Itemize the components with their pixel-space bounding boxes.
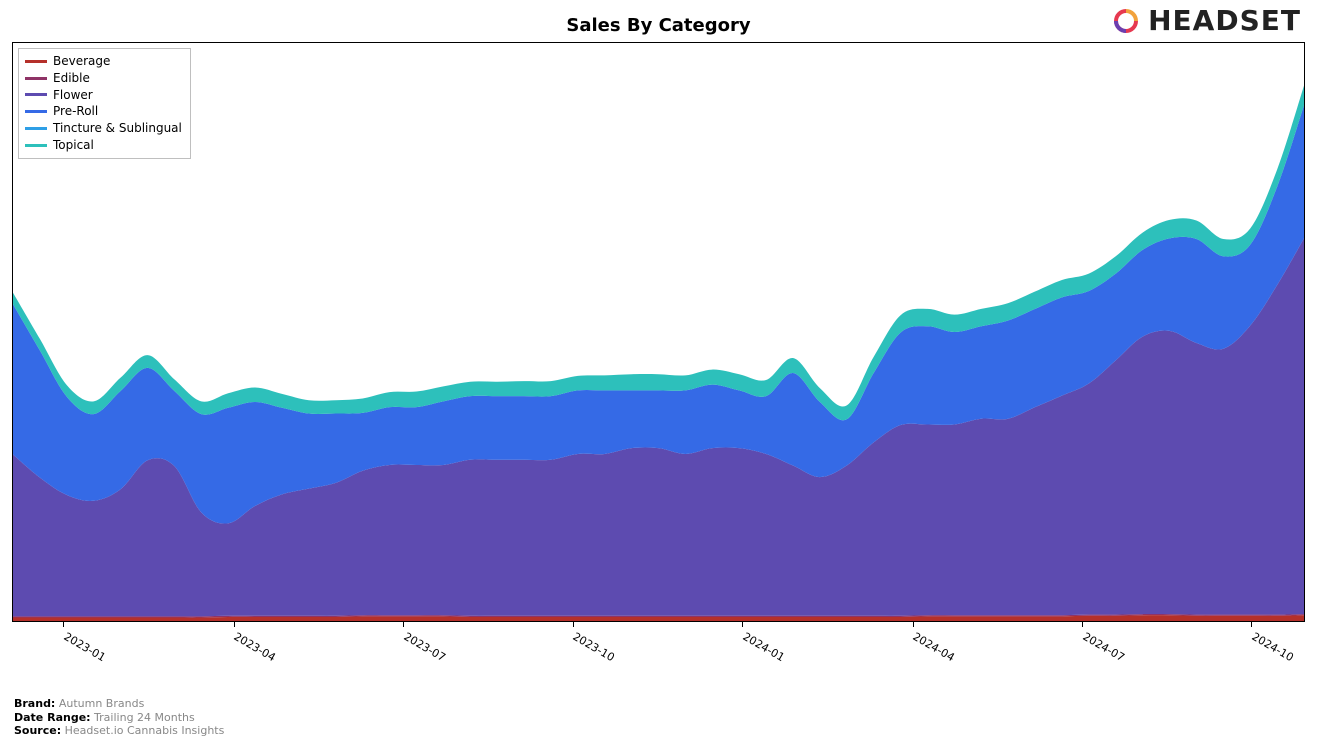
legend-label: Edible bbox=[53, 70, 90, 87]
footer-line: Brand: Autumn Brands bbox=[14, 697, 224, 711]
footer-value: Autumn Brands bbox=[55, 697, 144, 710]
x-tick-label: 2023-07 bbox=[401, 630, 447, 664]
headset-logo-icon bbox=[1110, 5, 1142, 37]
legend-label: Flower bbox=[53, 87, 93, 104]
x-tick-mark bbox=[1082, 622, 1083, 627]
footer-value: Trailing 24 Months bbox=[91, 711, 195, 724]
brand-logo: HEADSET bbox=[1110, 4, 1301, 37]
legend-item: Tincture & Sublingual bbox=[25, 120, 182, 137]
legend-swatch bbox=[25, 60, 47, 63]
footer-label: Brand: bbox=[14, 697, 55, 710]
x-tick-label: 2024-01 bbox=[740, 630, 786, 664]
x-tick-mark bbox=[573, 622, 574, 627]
legend-label: Beverage bbox=[53, 53, 110, 70]
x-tick-label: 2023-04 bbox=[232, 630, 278, 664]
legend-label: Pre-Roll bbox=[53, 103, 98, 120]
chart-plot-area bbox=[12, 42, 1305, 622]
chart-footer: Brand: Autumn BrandsDate Range: Trailing… bbox=[14, 697, 224, 738]
x-tick-mark bbox=[403, 622, 404, 627]
footer-label: Source: bbox=[14, 724, 61, 737]
legend-swatch bbox=[25, 110, 47, 113]
legend-label: Topical bbox=[53, 137, 94, 154]
x-tick-mark bbox=[63, 622, 64, 627]
x-tick-mark bbox=[742, 622, 743, 627]
legend-item: Flower bbox=[25, 87, 182, 104]
chart-legend: BeverageEdibleFlowerPre-RollTincture & S… bbox=[18, 48, 191, 159]
x-tick-label: 2023-10 bbox=[571, 630, 617, 664]
legend-swatch bbox=[25, 77, 47, 80]
chart-svg bbox=[13, 43, 1304, 621]
footer-line: Source: Headset.io Cannabis Insights bbox=[14, 724, 224, 738]
x-tick-label: 2024-04 bbox=[911, 630, 957, 664]
footer-line: Date Range: Trailing 24 Months bbox=[14, 711, 224, 725]
x-tick-mark bbox=[1251, 622, 1252, 627]
legend-item: Pre-Roll bbox=[25, 103, 182, 120]
legend-swatch bbox=[25, 144, 47, 147]
legend-item: Edible bbox=[25, 70, 182, 87]
legend-label: Tincture & Sublingual bbox=[53, 120, 182, 137]
legend-item: Topical bbox=[25, 137, 182, 154]
x-tick-label: 2024-07 bbox=[1080, 630, 1126, 664]
legend-item: Beverage bbox=[25, 53, 182, 70]
x-tick-mark bbox=[234, 622, 235, 627]
footer-label: Date Range: bbox=[14, 711, 91, 724]
x-tick-label: 2024-10 bbox=[1249, 630, 1295, 664]
x-tick-label: 2023-01 bbox=[61, 630, 107, 664]
legend-swatch bbox=[25, 127, 47, 130]
x-tick-mark bbox=[913, 622, 914, 627]
legend-swatch bbox=[25, 93, 47, 96]
brand-logo-text: HEADSET bbox=[1148, 4, 1301, 37]
footer-value: Headset.io Cannabis Insights bbox=[61, 724, 224, 737]
